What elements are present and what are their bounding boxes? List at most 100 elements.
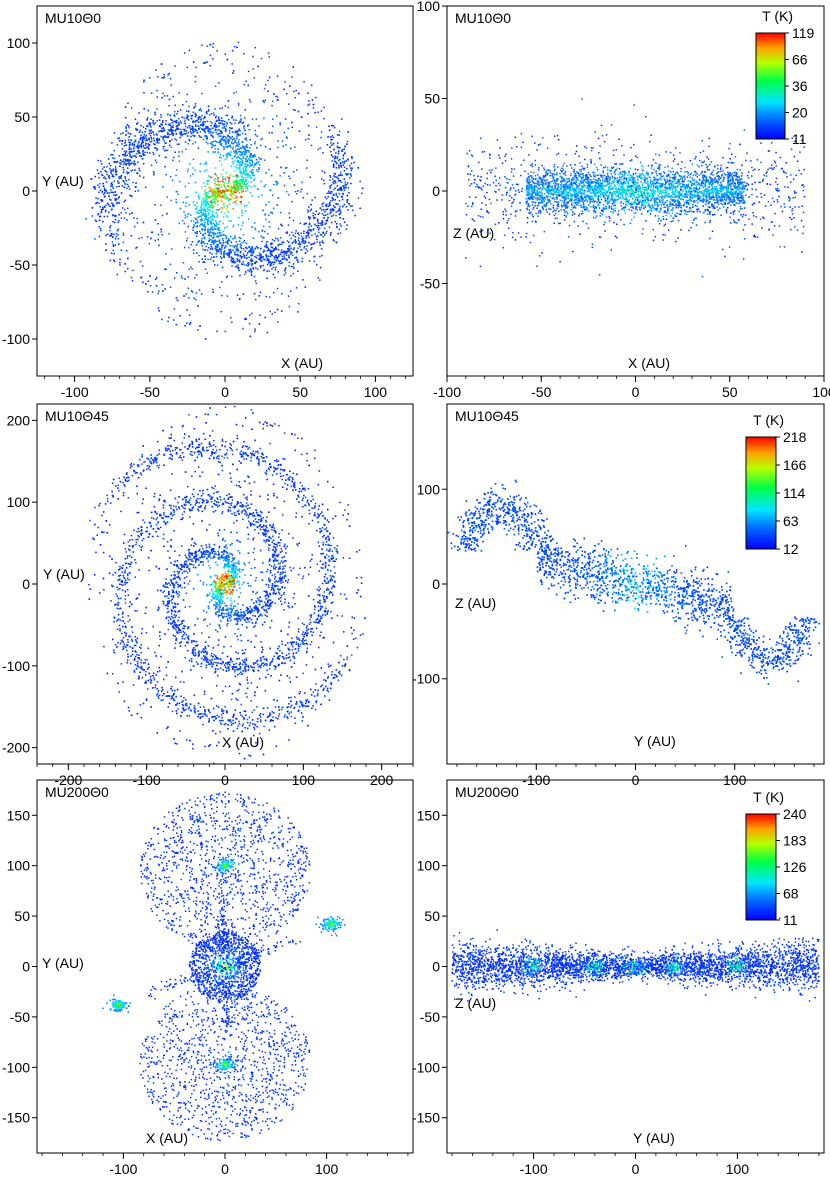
point — [260, 57, 263, 60]
point — [646, 177, 649, 180]
point — [119, 165, 121, 167]
point — [338, 130, 341, 133]
point — [124, 106, 127, 108]
point — [167, 73, 169, 76]
point — [209, 229, 211, 231]
point — [716, 192, 719, 194]
point — [275, 180, 277, 183]
point — [210, 188, 213, 191]
point — [125, 179, 127, 182]
point — [229, 194, 231, 196]
point — [277, 256, 280, 258]
point — [332, 198, 334, 200]
point — [221, 266, 224, 269]
point — [154, 147, 156, 149]
point — [342, 164, 344, 166]
point — [569, 183, 571, 186]
point — [537, 174, 539, 176]
point — [133, 141, 136, 144]
x-tick-label: -100 — [61, 384, 89, 400]
point — [200, 124, 202, 126]
point — [330, 144, 333, 146]
point — [211, 232, 213, 234]
point — [208, 186, 211, 189]
point — [250, 176, 253, 179]
point — [245, 246, 247, 249]
point — [219, 249, 222, 251]
point — [215, 240, 217, 243]
point — [142, 149, 144, 152]
point — [137, 150, 139, 152]
point — [172, 159, 174, 162]
point — [259, 266, 262, 269]
point — [295, 89, 297, 92]
point — [344, 145, 346, 148]
point — [198, 134, 200, 137]
point — [129, 133, 132, 135]
point — [200, 215, 202, 217]
point — [128, 146, 131, 149]
point — [265, 218, 267, 221]
point — [213, 223, 216, 226]
point — [112, 203, 114, 205]
point — [240, 228, 242, 231]
point — [158, 138, 160, 140]
point — [207, 142, 209, 145]
point — [264, 183, 267, 186]
point — [140, 145, 143, 148]
point — [309, 217, 311, 219]
point — [228, 180, 230, 182]
point — [275, 115, 278, 117]
point — [187, 168, 190, 170]
point — [351, 157, 353, 160]
point — [622, 202, 625, 205]
point — [238, 168, 240, 170]
point — [698, 174, 700, 176]
point — [305, 251, 307, 254]
point — [219, 143, 221, 146]
point — [164, 142, 166, 144]
point — [220, 190, 223, 193]
point — [723, 198, 726, 201]
point — [292, 248, 295, 251]
point — [149, 141, 151, 143]
point — [201, 186, 203, 189]
point — [226, 114, 229, 116]
point — [190, 132, 193, 134]
point — [137, 161, 139, 163]
point — [307, 211, 309, 213]
point — [236, 151, 238, 154]
point — [238, 171, 241, 173]
point — [338, 166, 340, 168]
point — [115, 198, 118, 200]
point — [227, 135, 229, 137]
point — [165, 253, 167, 255]
point — [307, 226, 310, 228]
point — [176, 143, 179, 146]
point — [120, 174, 123, 177]
point — [216, 133, 219, 135]
point — [296, 190, 299, 192]
point — [169, 130, 171, 132]
point — [110, 209, 113, 211]
point — [194, 128, 196, 130]
point — [186, 195, 189, 198]
point — [215, 212, 218, 215]
point — [304, 252, 307, 255]
point — [146, 146, 148, 149]
point — [192, 143, 194, 145]
point — [250, 186, 253, 188]
point — [251, 161, 254, 164]
point — [647, 172, 649, 174]
point — [212, 46, 214, 48]
point — [196, 132, 199, 134]
point — [198, 254, 200, 257]
point — [359, 180, 361, 183]
point — [266, 247, 269, 249]
point — [263, 259, 266, 261]
point — [285, 254, 288, 256]
point — [687, 172, 690, 174]
point — [125, 164, 127, 166]
point — [325, 205, 328, 207]
point — [138, 169, 141, 172]
